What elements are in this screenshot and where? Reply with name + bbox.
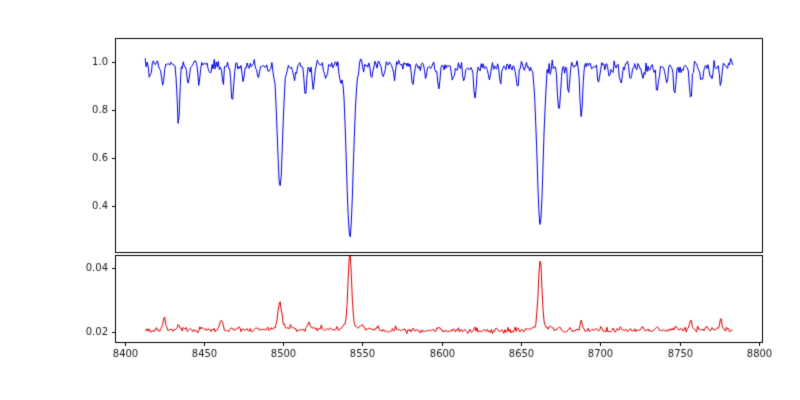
spectrum-figure: 20060529_1103m03_132 Spectrum Error Wave… — [0, 0, 800, 400]
plot-canvas — [0, 0, 800, 400]
